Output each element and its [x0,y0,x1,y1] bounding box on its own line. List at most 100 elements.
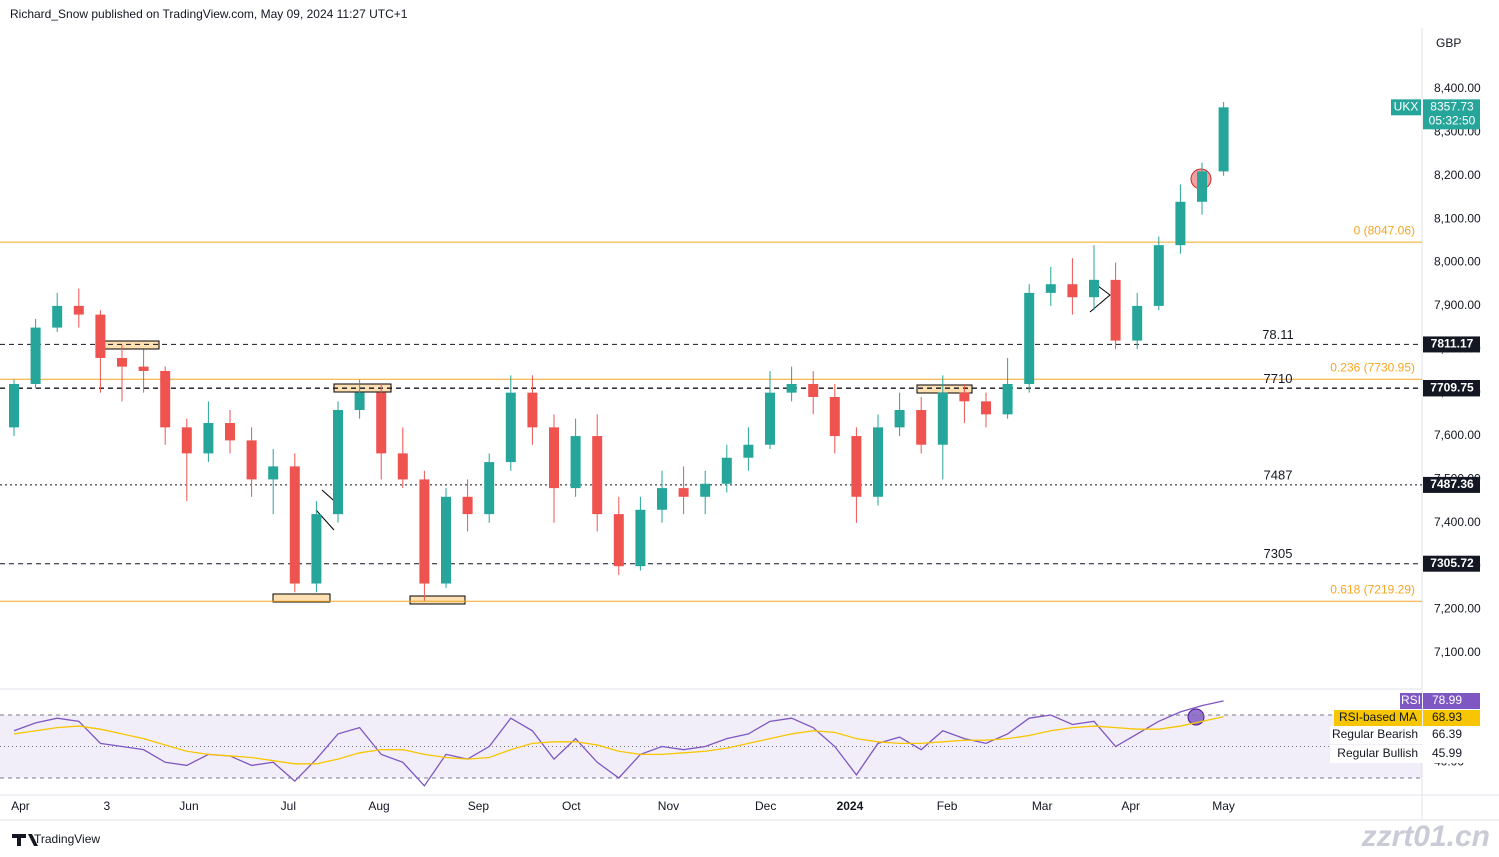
fib-label: 0.236 (7730.95) [1330,360,1415,374]
level-label: 7487 [1264,467,1293,482]
header: Richard_Snow published on TradingView.co… [10,7,408,21]
x-tick-label: Apr [11,799,30,813]
y-tick-label: 7,100.00 [1434,645,1481,659]
y-tick-label: 7,900.00 [1434,298,1481,312]
candle-body [959,392,970,402]
x-tick-label: Aug [368,799,389,813]
candle-body [9,383,19,428]
price-marker-box [1423,380,1480,397]
y-tick-label: 7,400.00 [1434,515,1481,529]
divergence-name: Regular Bullish [1337,746,1418,760]
x-tick-label: Jun [179,799,198,813]
level-label: 78.11 [1262,327,1294,342]
x-tick-label: May [1212,799,1235,813]
zone-box [409,595,466,605]
candle-body [678,488,689,497]
price-marker: 7811.17 [1431,337,1474,351]
legend-name-box [1400,693,1422,709]
rsi-line [13,716,1224,765]
x-tick-label: Dec [755,799,776,813]
divergence-value: 66.39 [1432,727,1462,741]
price-marker: 7709.75 [1430,381,1474,395]
candle-body [246,440,257,480]
fib-label: 0 (8047.06) [1354,223,1415,237]
price-marker: 7305.72 [1430,556,1474,570]
candle-body [613,514,624,567]
level-label: 7710 [1264,371,1293,386]
candle-body [117,357,127,367]
chart-layer: 7,100.007,200.007,300.007,400.007,500.00… [0,81,1481,813]
rsi-highlight-circle [1187,708,1205,726]
x-tick-label: 2024 [837,799,864,813]
candle-body [333,410,343,515]
x-tick-label: Feb [937,799,958,813]
x-tick-label: Oct [562,799,581,813]
candle-body [419,479,430,584]
candle-body [700,483,711,497]
candle-body [311,514,322,584]
candle-body [203,423,214,454]
candle-body [1132,305,1143,341]
x-tick-label: Apr [1121,799,1140,813]
candle-body [397,453,408,480]
candle-body [808,383,819,397]
last-price-box [1423,99,1480,130]
legend-bg [1330,726,1480,744]
y-tick-label: 7,600.00 [1434,428,1481,442]
x-tick-label: 3 [104,799,111,813]
candle-body [181,427,192,454]
y-tick-label: 8,200.00 [1434,168,1481,182]
candle-body [1045,284,1056,293]
watermark: zzrt01.cn [1361,820,1490,853]
x-tick-label: Jul [281,799,296,813]
candle-body [1067,284,1078,298]
legend-value: 68.93 [1432,710,1462,724]
candle-body [138,366,149,371]
candle-body [354,392,365,411]
candle-body [52,305,63,328]
candle-body [570,436,581,489]
candle-body [549,427,559,489]
y-tick-label: 8,400.00 [1434,81,1481,95]
x-tick-label: Nov [658,799,679,813]
symbol-box [1391,99,1421,116]
candle-body [894,410,905,428]
symbol-label: UKX [1394,100,1419,114]
x-tick-label: Mar [1032,799,1053,813]
price-marker-box [1423,476,1480,493]
candle-body [1024,292,1035,384]
candle-body [268,466,279,480]
candle-body [981,401,991,415]
candle-body [1089,279,1099,298]
candle-body [743,444,754,458]
footer-brand: TradingView [34,832,100,846]
legend-bg [1330,745,1480,763]
candle-body [1175,201,1186,246]
price-marker: 7487.36 [1430,477,1474,491]
candle-body [30,327,41,384]
divergence-value: 45.99 [1432,746,1462,760]
price-marker-box [1423,555,1480,572]
zone-box [916,384,973,394]
legend-name: RSI-based MA [1339,710,1417,724]
last-price: 8357.73 [1430,100,1474,114]
candle-body [829,396,840,437]
candle-body [160,370,171,428]
candle-body [505,392,516,463]
x-tick-label: Sep [468,799,490,813]
fib-label: 0.618 (7219.29) [1330,582,1415,596]
candle-body [462,496,473,515]
candle-body [1197,171,1207,202]
candle-body [225,423,235,441]
candle-body [721,457,732,484]
divergence-name: Regular Bearish [1332,727,1418,741]
candle-body [1218,107,1229,172]
candle-body [937,392,948,445]
legend-value-box [1423,710,1480,726]
y-tick-label: 7,200.00 [1434,602,1481,616]
legend-name-box [1334,710,1422,726]
legend-name: RSI [1401,693,1421,707]
level-label: 7305 [1264,546,1293,561]
